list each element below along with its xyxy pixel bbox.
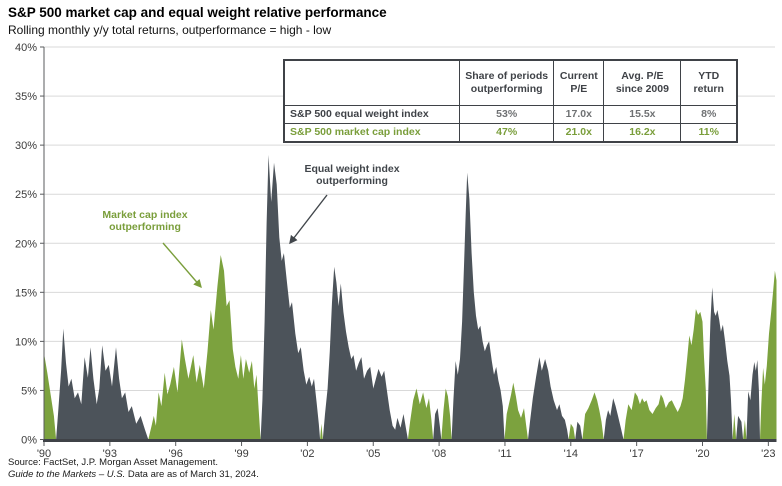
annotation-line: outperforming bbox=[316, 175, 388, 188]
header-share-outperforming: Share of periods outperforming bbox=[459, 61, 554, 106]
y-axis-label: 0% bbox=[21, 435, 37, 447]
gtm-line: Guide to the Markets – U.S. Data are as … bbox=[8, 469, 259, 481]
x-axis-label: '96 bbox=[169, 448, 183, 460]
area-series bbox=[44, 154, 777, 440]
equal-weight-annotation-arrow bbox=[289, 194, 328, 245]
annotation-line: Market cap index bbox=[102, 209, 188, 221]
x-axis-label: '99 bbox=[234, 448, 248, 460]
y-axis-label: 30% bbox=[15, 140, 37, 152]
x-axis-label: '14 bbox=[564, 448, 578, 460]
gtm-title: Guide to the Markets – U.S. bbox=[8, 469, 126, 480]
y-axis-label: 25% bbox=[15, 189, 37, 201]
x-axis-label: '23 bbox=[761, 448, 775, 460]
y-axis-label: 15% bbox=[15, 287, 37, 299]
market-cap-area bbox=[44, 255, 777, 440]
header-current-pe: Current P/E bbox=[553, 61, 604, 106]
cell-share: 53% bbox=[459, 105, 554, 124]
header-avg-pe: Avg. P/E since 2009 bbox=[603, 61, 681, 106]
axis-labels: 0% 5% 10% 15% 20% 25% 30% 35% 40% '90 '93 '96 '99 '02… bbox=[15, 42, 776, 460]
y-axis-label: 10% bbox=[15, 336, 37, 348]
y-axis-label: 40% bbox=[15, 42, 37, 54]
cell-ytd: 11% bbox=[680, 123, 736, 141]
equal-weight-area bbox=[44, 154, 777, 440]
cell-current-pe: 21.0x bbox=[553, 123, 604, 141]
row-label: S&P 500 equal weight index bbox=[290, 107, 429, 120]
header-blank bbox=[285, 61, 460, 106]
x-axis-label: '90 bbox=[37, 448, 51, 460]
gtm-date: Data are as of March 31, 2024. bbox=[125, 469, 259, 480]
cell-current-pe: 17.0x bbox=[553, 105, 604, 124]
equal-weight-annotation: Equal weight index outperforming bbox=[294, 163, 410, 188]
cell-ytd: 8% bbox=[680, 105, 736, 124]
header-ytd-return: YTD return bbox=[680, 61, 736, 106]
y-axis-label: 5% bbox=[21, 385, 37, 397]
y-axis-label: 20% bbox=[15, 238, 37, 250]
annotation-line: outperforming bbox=[109, 221, 181, 234]
annotation-line: Equal weight index bbox=[304, 163, 400, 175]
y-axis-label: 35% bbox=[15, 91, 37, 103]
cell-avg-pe: 16.2x bbox=[603, 123, 681, 141]
axes bbox=[40, 46, 777, 446]
stats-table: Share of periods outperforming Current P… bbox=[283, 59, 738, 143]
table-row-equal-weight: S&P 500 equal weight index 53% 17.0x 15.… bbox=[285, 105, 736, 124]
cell-share: 47% bbox=[459, 123, 554, 141]
cell-avg-pe: 15.5x bbox=[603, 105, 681, 124]
table-row-market-cap: S&P 500 market cap index 47% 21.0x 16.2x… bbox=[285, 123, 736, 141]
x-axis-label: '02 bbox=[300, 448, 314, 460]
market-cap-annotation: Market cap index outperforming bbox=[93, 209, 197, 234]
source-line: Source: FactSet, J.P. Morgan Asset Manag… bbox=[8, 457, 218, 468]
x-axis-label: '11 bbox=[498, 448, 512, 460]
table-header-row: Share of periods outperforming Current P… bbox=[285, 61, 736, 106]
x-axis-label: '05 bbox=[366, 448, 380, 460]
x-axis-label: '93 bbox=[103, 448, 117, 460]
x-axis-label: '20 bbox=[695, 448, 709, 460]
market-cap-annotation-arrow bbox=[162, 242, 202, 289]
chart-subtitle: Rolling monthly y/y total returns, outpe… bbox=[8, 23, 332, 37]
x-axis-label: '08 bbox=[432, 448, 446, 460]
x-axis-label: '17 bbox=[629, 448, 643, 460]
row-label: S&P 500 market cap index bbox=[285, 123, 460, 141]
page-title: S&P 500 market cap and equal weight rela… bbox=[8, 5, 387, 20]
